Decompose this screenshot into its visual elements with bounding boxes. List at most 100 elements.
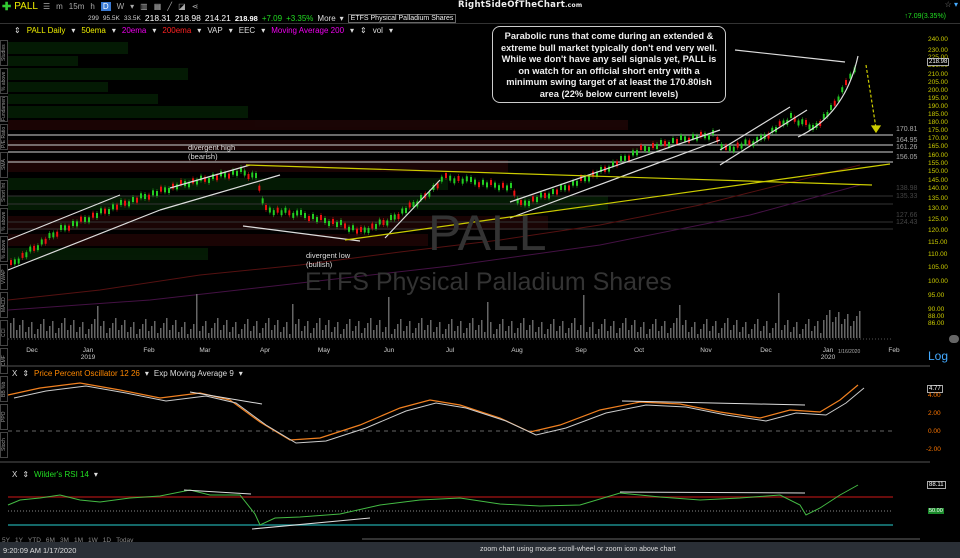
side-tab[interactable]: Studies	[0, 40, 8, 66]
price-axis-label: 190.00	[928, 103, 948, 110]
dropdown-icon[interactable]: ▾	[71, 25, 76, 35]
dropdown-icon[interactable]: ▾	[144, 369, 149, 378]
side-tab[interactable]: Short Int	[0, 180, 8, 206]
more-dropdown-icon[interactable]: ▾	[339, 13, 344, 23]
ppo-axis-label: -2.00	[926, 446, 941, 453]
dropdown-icon[interactable]: ▾	[111, 25, 116, 35]
side-tab[interactable]: % above 200	[0, 236, 8, 262]
price-axis-label: 140.00	[928, 185, 948, 192]
date-marker: 1/16/2020	[838, 349, 861, 355]
rt-icon[interactable]: ▾	[953, 0, 958, 9]
dropdown-icon[interactable]: ▾	[388, 25, 393, 35]
timeframe-button[interactable]: 1D	[102, 537, 112, 544]
price-axis-label: 88.00	[928, 313, 945, 320]
timeframe-button[interactable]: YTD	[27, 537, 41, 544]
symbol-label[interactable]: PALL	[14, 0, 38, 12]
ppo-signal-title[interactable]: Exp Moving Average 9	[153, 369, 234, 378]
status-time: 9:20:09 AM 1/17/2020	[3, 546, 77, 555]
indicator-200ema[interactable]: 200ema	[162, 25, 192, 35]
volume-bars	[10, 293, 861, 338]
timeframe-button[interactable]: 1Y	[14, 537, 23, 544]
chart-label[interactable]: PALL Daily	[26, 25, 66, 35]
level-label: 164.95	[896, 137, 918, 144]
dropdown-icon[interactable]: ▾	[93, 470, 98, 479]
interval-15m[interactable]: 15m	[68, 1, 85, 11]
indicator-vap[interactable]: VAP	[207, 25, 223, 35]
side-tab[interactable]: P/E Ratio	[0, 124, 8, 150]
annotation-line: (bullish)	[306, 260, 333, 269]
interval-week[interactable]: W	[116, 1, 125, 11]
side-tab[interactable]: SMA crossover	[0, 152, 8, 178]
interval-day[interactable]: D	[100, 1, 111, 11]
level-label: 161.26	[896, 144, 918, 151]
share-icon[interactable]: ⋖	[191, 1, 199, 11]
dropdown-icon[interactable]: ▾	[130, 1, 135, 11]
price-axis-label: 230.00	[928, 47, 948, 54]
timeframe-button[interactable]: 1M	[73, 537, 83, 544]
indicator-50ema[interactable]: 50ema	[81, 25, 106, 35]
side-tab[interactable]: BB %b	[0, 376, 8, 402]
scroll-right-button[interactable]	[949, 335, 959, 343]
move-handle-icon[interactable]: ⇕	[360, 25, 367, 35]
move-handle-icon[interactable]: ⇕	[22, 470, 30, 479]
interval-hour[interactable]: h	[90, 1, 95, 11]
draw-icon[interactable]: ╱	[167, 1, 173, 11]
dropdown-icon[interactable]: ▾	[228, 25, 233, 35]
indicator-eec[interactable]: EEC	[238, 25, 256, 35]
star-icon[interactable]: ☆	[944, 0, 952, 9]
side-tab[interactable]: PPO	[0, 404, 8, 430]
change-right-value: 7.09(3.35%)	[907, 13, 946, 20]
side-tab[interactable]: MACD	[0, 292, 8, 318]
dropdown-icon[interactable]: ▾	[350, 25, 355, 35]
time-axis-label: Feb	[143, 347, 155, 354]
indicator-20ema[interactable]: 20ema	[121, 25, 147, 35]
side-tab[interactable]: % above 50	[0, 208, 8, 234]
price-axis-label: 90.00	[928, 306, 945, 313]
ppo-current-box: 4.77	[927, 385, 943, 393]
side-tab[interactable]: Fundamentals	[0, 96, 8, 122]
interval-minute[interactable]: m	[56, 1, 63, 11]
side-tab[interactable]: CMF	[0, 348, 8, 374]
side-tab[interactable]: VWAP	[0, 264, 8, 290]
ppo-title[interactable]: Price Percent Oscillator 12 26	[34, 369, 140, 378]
timeframe-button[interactable]: 6M	[45, 537, 55, 544]
change-percent: +3.35%	[286, 13, 314, 23]
last-price: 218.98	[234, 13, 258, 23]
current-price-box: 218.98	[927, 58, 950, 66]
timeframe-button[interactable]: 5Y	[2, 537, 10, 544]
side-tab[interactable]: Stoch	[0, 432, 8, 458]
indicator-ma200[interactable]: Moving Average 200	[271, 25, 345, 35]
list-icon[interactable]: ☰	[42, 1, 51, 11]
price-axis-label: 180.00	[928, 119, 948, 126]
add-symbol-icon[interactable]: ✚	[2, 0, 12, 13]
ema200-line	[7, 164, 861, 301]
calendar-icon[interactable]: ▦	[153, 1, 162, 11]
more-button[interactable]: More	[317, 13, 336, 23]
dropdown-icon[interactable]: ▾	[261, 25, 266, 35]
close-ppo-button[interactable]: X	[12, 369, 18, 378]
move-handle-icon[interactable]: ⇕	[14, 25, 21, 35]
indicator-bar: ⇕ PALL Daily ▾ 50ema ▾ 20ema ▾ 200ema ▾ VAP ▾…	[14, 25, 399, 35]
move-handle-icon[interactable]: ⇕	[22, 369, 30, 378]
close-rsi-button[interactable]: X	[12, 470, 18, 479]
timeframe-button[interactable]: 3M	[59, 537, 69, 544]
toolbar: ✚ PALL ☰ m 15m h D W ▾ ▥ ▦ ╱ ◪ ⋖	[0, 0, 960, 13]
side-tabs: Studies % above 50 Fundamentals P/E Ratio SM…	[0, 40, 8, 470]
chart-type-icon[interactable]: ▥	[140, 1, 148, 11]
price-axis-label: 210.00	[928, 71, 948, 78]
price-axis-label: 86.00	[928, 320, 945, 327]
timeframe-button[interactable]: 1W	[88, 537, 98, 544]
annotation-line: divergent low	[306, 251, 351, 260]
dropdown-icon[interactable]: ▾	[152, 25, 157, 35]
side-tab[interactable]: % above 50	[0, 68, 8, 94]
log-scale-toggle[interactable]: Log	[928, 349, 949, 363]
side-tab[interactable]: CCI	[0, 320, 8, 346]
dropdown-icon[interactable]: ▾	[197, 25, 202, 35]
rsi-title[interactable]: Wilder's RSI 14	[34, 470, 89, 479]
dropdown-icon[interactable]: ▾	[238, 369, 243, 378]
layers-icon[interactable]: ◪	[178, 1, 186, 11]
timeframe-button[interactable]: Today	[116, 537, 134, 544]
price-axis-label: 185.00	[928, 111, 948, 118]
indicator-vol[interactable]: vol	[372, 25, 383, 35]
